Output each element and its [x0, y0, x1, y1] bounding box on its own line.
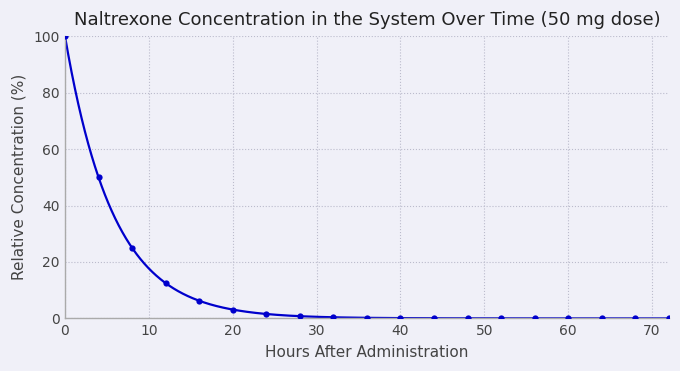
- Title: Naltrexone Concentration in the System Over Time (50 mg dose): Naltrexone Concentration in the System O…: [73, 11, 660, 29]
- X-axis label: Hours After Administration: Hours After Administration: [265, 345, 469, 360]
- Y-axis label: Relative Concentration (%): Relative Concentration (%): [11, 74, 26, 280]
